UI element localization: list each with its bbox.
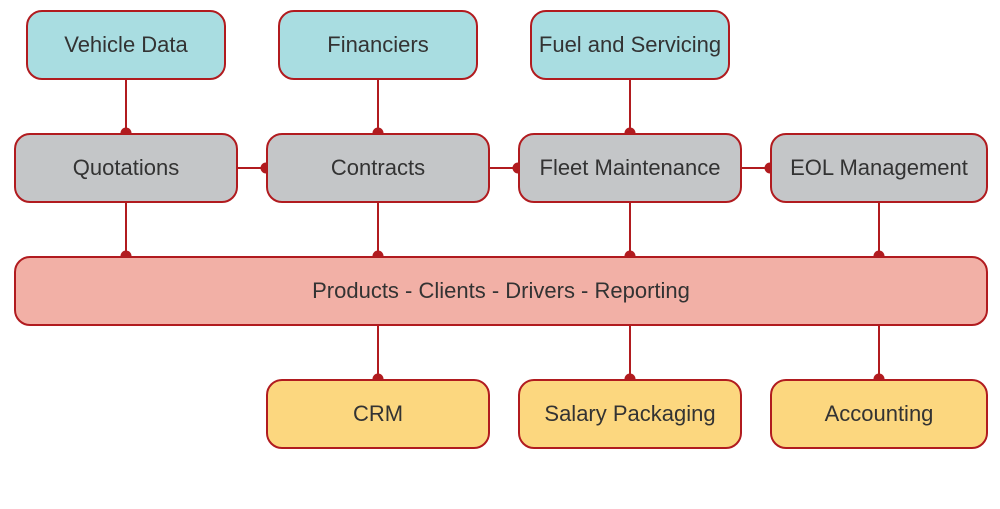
node-salary-pkg: Salary Packaging [518,379,742,449]
node-financiers: Financiers [278,10,478,80]
node-label: Financiers [327,32,428,58]
node-crm: CRM [266,379,490,449]
node-fleet-maint: Fleet Maintenance [518,133,742,203]
diagram-stage: Vehicle Data Financiers Fuel and Servicing… [0,0,1000,509]
node-accounting: Accounting [770,379,988,449]
node-core: Products - Clients - Drivers - Reporting [14,256,988,326]
node-quotations: Quotations [14,133,238,203]
node-label: Products - Clients - Drivers - Reporting [312,278,690,304]
node-label: Salary Packaging [544,401,715,427]
node-label: Contracts [331,155,425,181]
node-label: EOL Management [790,155,968,181]
node-fuel-servicing: Fuel and Servicing [530,10,730,80]
node-contracts: Contracts [266,133,490,203]
node-label: Fleet Maintenance [540,155,721,181]
node-label: CRM [353,401,403,427]
node-eol-mgmt: EOL Management [770,133,988,203]
node-label: Fuel and Servicing [539,32,721,58]
node-label: Vehicle Data [64,32,188,58]
node-vehicle-data: Vehicle Data [26,10,226,80]
node-label: Quotations [73,155,179,181]
node-label: Accounting [825,401,934,427]
